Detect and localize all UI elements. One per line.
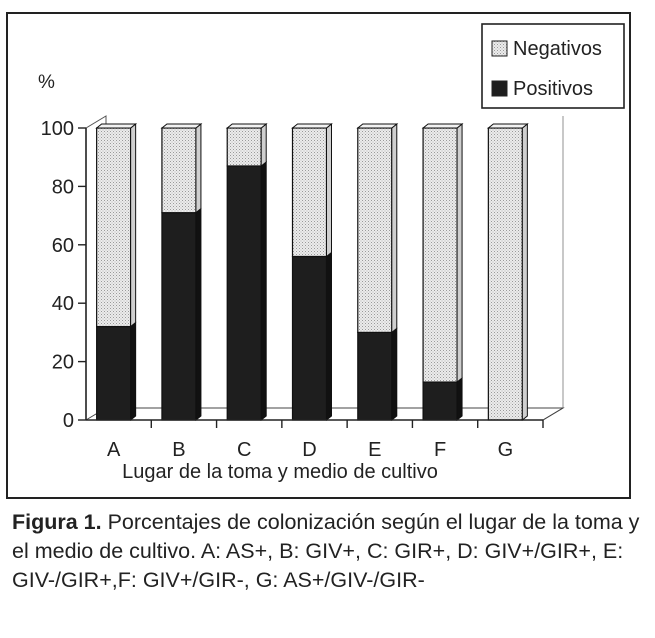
- y-tick-label-0: 0: [63, 410, 74, 432]
- y-tick-label-40: 40: [52, 293, 74, 315]
- bar-top-B: [160, 123, 203, 129]
- bar-side-positivos-C: [260, 160, 267, 422]
- y-tick-label-100: 100: [41, 118, 74, 140]
- bar-negativos-C: [226, 127, 262, 167]
- bar-group-E: [356, 122, 399, 422]
- y-tick-label-20: 20: [52, 352, 74, 374]
- bar-side-negativos-F: [456, 122, 463, 384]
- bar-group-G: [486, 122, 529, 422]
- bar-side-positivos-A: [130, 321, 137, 422]
- bar-side-negativos-E: [391, 122, 398, 334]
- bar-top-E: [356, 123, 399, 129]
- chart-frame: A B C D E F G 0 20 40 60 80 100 Negativos Positivos …: [6, 12, 631, 499]
- bar-positivos-E: [357, 331, 393, 421]
- bar-group-A: [95, 122, 138, 422]
- x-tick-label-C: C: [237, 439, 251, 461]
- bar-negativos-G: [487, 127, 523, 421]
- x-axis-label: Lugar de la toma y medio de cultivo: [122, 461, 438, 483]
- bar-side-positivos-E: [391, 327, 398, 422]
- bar-side-negativos-G: [521, 122, 528, 422]
- bar-group-D: [291, 122, 333, 422]
- floor-edge: [542, 407, 564, 421]
- y-tick-label-80: 80: [52, 176, 74, 198]
- legend-swatch-negativos: [491, 40, 508, 57]
- bar-negativos-E: [357, 127, 393, 333]
- x-tick-label-G: G: [498, 439, 514, 461]
- bar-top-A: [95, 123, 138, 129]
- bar-negativos-F: [422, 127, 458, 383]
- bar-top-F: [421, 123, 464, 129]
- x-tick-label-F: F: [434, 439, 446, 461]
- bar-group-C: [225, 122, 268, 422]
- y-tick-label-60: 60: [52, 235, 74, 257]
- bars: [95, 122, 529, 422]
- bar-group-F: [421, 122, 464, 422]
- bar-top-G: [486, 123, 529, 129]
- bar-side-negativos-A: [130, 122, 137, 328]
- legend: Negativos Positivos: [481, 23, 625, 109]
- bar-side-negativos-B: [195, 122, 202, 214]
- x-tick-label-D: D: [302, 439, 316, 461]
- bar-side-positivos-B: [195, 207, 202, 422]
- x-tick-label-B: B: [172, 439, 185, 461]
- bar-group-B: [160, 122, 203, 422]
- bar-top-C: [225, 123, 268, 129]
- figure-caption: Figura 1. Porcentajes de colonización se…: [12, 508, 642, 595]
- bar-negativos-D: [291, 127, 328, 258]
- legend-label-negativos: Negativos: [513, 38, 602, 60]
- bar-positivos-D: [291, 255, 328, 421]
- bar-side-negativos-D: [326, 122, 332, 258]
- x-tick-label-E: E: [368, 439, 381, 461]
- x-tick-label-A: A: [107, 439, 121, 461]
- bar-negativos-B: [161, 127, 197, 214]
- bar-positivos-F: [422, 381, 458, 421]
- figure-caption-text: Porcentajes de colonización según el lug…: [12, 510, 640, 592]
- bar-side-positivos-D: [326, 251, 332, 422]
- axes: A B C D E F G 0 20 40 60 80 100: [41, 118, 544, 461]
- bar-positivos-A: [96, 325, 132, 421]
- bar-positivos-B: [161, 212, 197, 421]
- bar-side-negativos-C: [260, 122, 267, 168]
- bar-top-D: [291, 123, 333, 129]
- bar-positivos-C: [226, 165, 262, 421]
- bar-side-positivos-F: [456, 376, 463, 422]
- figure-label: Figura 1.: [12, 510, 102, 534]
- legend-swatch-positivos: [491, 80, 508, 97]
- y-axis-label: %: [38, 72, 55, 93]
- bar-negativos-A: [96, 127, 132, 328]
- legend-label-positivos: Positivos: [513, 78, 593, 100]
